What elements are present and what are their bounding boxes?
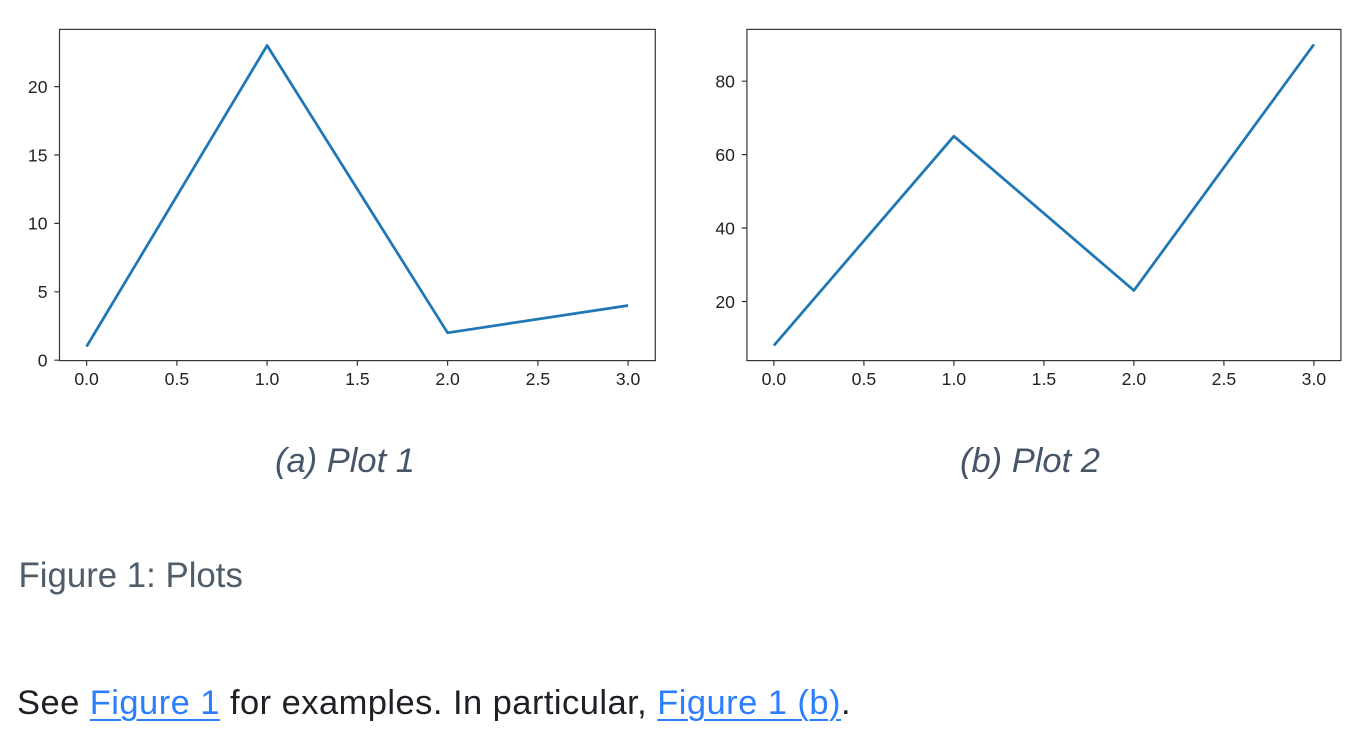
svg-text:10: 10 bbox=[28, 214, 48, 234]
svg-text:2.0: 2.0 bbox=[435, 369, 460, 389]
svg-text:0.5: 0.5 bbox=[852, 369, 877, 389]
svg-text:5: 5 bbox=[38, 282, 48, 302]
svg-text:2.5: 2.5 bbox=[1212, 369, 1237, 389]
svg-text:15: 15 bbox=[28, 145, 48, 165]
svg-text:80: 80 bbox=[715, 72, 735, 92]
svg-text:0.0: 0.0 bbox=[74, 369, 99, 389]
svg-text:2.5: 2.5 bbox=[526, 369, 551, 389]
svg-text:20: 20 bbox=[28, 77, 48, 97]
svg-text:60: 60 bbox=[715, 145, 735, 165]
svg-text:1.0: 1.0 bbox=[942, 369, 967, 389]
svg-text:3.0: 3.0 bbox=[616, 369, 641, 389]
svg-text:0.5: 0.5 bbox=[165, 369, 190, 389]
svg-text:3.0: 3.0 bbox=[1302, 369, 1327, 389]
svg-text:1.0: 1.0 bbox=[255, 369, 280, 389]
svg-text:0.0: 0.0 bbox=[762, 369, 787, 389]
svg-text:1.5: 1.5 bbox=[345, 369, 370, 389]
svg-text:40: 40 bbox=[715, 218, 735, 238]
svg-text:2.0: 2.0 bbox=[1122, 369, 1147, 389]
svg-text:0: 0 bbox=[38, 351, 48, 371]
svg-text:20: 20 bbox=[715, 292, 735, 312]
svg-text:1.5: 1.5 bbox=[1032, 369, 1057, 389]
